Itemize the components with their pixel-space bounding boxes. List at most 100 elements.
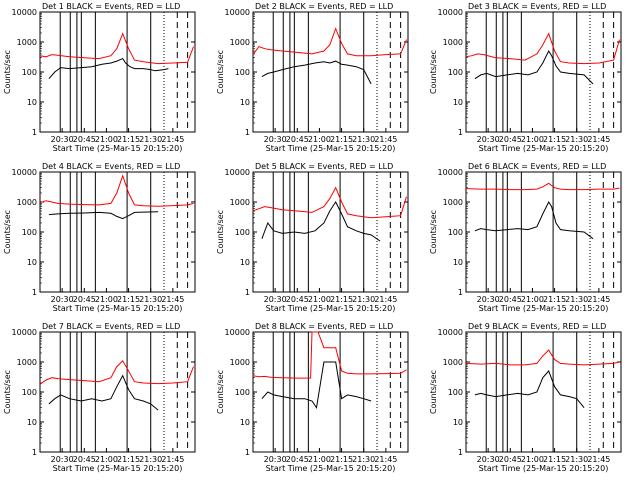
panel-det-5: Det 5 BLACK = Events, RED = LLD 1 10 100 100… (216, 162, 409, 313)
y-tick-label: 10000 (438, 168, 463, 177)
x-tick-label: 20:45 (73, 455, 96, 464)
y-tick-label: 1 (32, 288, 37, 297)
series-events-line (48, 374, 159, 411)
panel-title: Det 4 BLACK = Events, RED = LLD (42, 162, 180, 171)
series-lld-line (252, 27, 407, 57)
x-tick-label: 20:45 (286, 135, 309, 144)
panel-title: Det 9 BLACK = Events, RED = LLD (468, 322, 606, 331)
y-tick-label: 100 (22, 388, 37, 397)
y-axis-label: Counts/sec (216, 50, 225, 94)
x-tick-label: 20:45 (73, 135, 96, 144)
x-tick-label: 21:45 (374, 455, 397, 464)
y-tick-label: 1 (458, 288, 463, 297)
x-tick-label: 20:30 (264, 455, 287, 464)
x-tick-label: 20:45 (73, 295, 96, 304)
x-tick-label: 21:15 (330, 135, 353, 144)
panel-title: Det 8 BLACK = Events, RED = LLD (255, 322, 393, 331)
x-tick-label: 21:15 (117, 295, 140, 304)
x-axis-label: Start Time (25-Mar-15 20:15:20) (266, 304, 396, 313)
x-tick-label: 20:45 (499, 455, 522, 464)
x-tick-label: 20:30 (51, 455, 74, 464)
x-tick-label: 21:30 (352, 295, 375, 304)
x-tick-label: 21:45 (587, 455, 610, 464)
series-events-line (261, 361, 372, 410)
x-tick-label: 21:30 (565, 295, 588, 304)
x-tick-label: 20:30 (264, 295, 287, 304)
x-tick-label: 21:15 (117, 135, 140, 144)
plot-frame (39, 11, 196, 133)
y-tick-label: 1000 (443, 198, 463, 207)
y-tick-label: 10 (453, 258, 463, 267)
x-tick-label: 20:45 (499, 295, 522, 304)
y-tick-label: 100 (235, 228, 250, 237)
x-axis-label: Start Time (25-Mar-15 20:15:20) (53, 144, 183, 153)
x-tick-label: 20:45 (286, 295, 309, 304)
x-tick-label: 21:00 (308, 295, 331, 304)
x-tick-label: 21:45 (587, 295, 610, 304)
x-tick-label: 21:00 (95, 135, 118, 144)
x-tick-label: 21:45 (161, 455, 184, 464)
y-tick-label: 100 (22, 68, 37, 77)
y-axis-label: Counts/sec (429, 370, 438, 414)
x-tick-label: 21:00 (308, 135, 331, 144)
x-tick-label: 20:30 (477, 455, 500, 464)
y-axis-label: Counts/sec (3, 370, 12, 414)
y-tick-label: 1 (458, 448, 463, 457)
x-tick-label: 21:30 (565, 135, 588, 144)
y-axis-label: Counts/sec (3, 50, 12, 94)
series-lld-line (39, 32, 194, 65)
x-tick-label: 21:30 (139, 135, 162, 144)
y-tick-label: 10000 (12, 328, 37, 337)
x-tick-label: 21:00 (308, 455, 331, 464)
x-tick-label: 21:00 (95, 295, 118, 304)
series-events-line (474, 200, 594, 240)
y-tick-label: 100 (448, 228, 463, 237)
x-tick-label: 21:00 (95, 455, 118, 464)
plot-frame (252, 11, 409, 133)
y-tick-label: 1 (245, 288, 250, 297)
plot-frame (39, 331, 196, 453)
x-tick-label: 21:15 (117, 455, 140, 464)
x-tick-label: 21:00 (521, 455, 544, 464)
y-tick-label: 1 (32, 128, 37, 137)
x-tick-label: 21:45 (161, 295, 184, 304)
y-tick-label: 10 (27, 258, 37, 267)
y-tick-label: 10000 (12, 168, 37, 177)
series-lld-line (465, 349, 620, 366)
x-tick-label: 21:30 (352, 135, 375, 144)
y-tick-label: 1 (32, 448, 37, 457)
panel-title: Det 5 BLACK = Events, RED = LLD (255, 162, 393, 171)
x-tick-label: 20:30 (477, 135, 500, 144)
panel-title: Det 3 BLACK = Events, RED = LLD (468, 2, 606, 11)
series-lld-line (465, 182, 620, 191)
y-axis-label: Counts/sec (3, 210, 12, 254)
y-tick-label: 10 (27, 418, 37, 427)
panel-det-6: Det 6 BLACK = Events, RED = LLD 1 10 100 100… (429, 162, 622, 313)
panel-title: Det 7 BLACK = Events, RED = LLD (42, 322, 180, 331)
y-tick-label: 10 (240, 418, 250, 427)
panel-det-9: Det 9 BLACK = Events, RED = LLD 1 10 100 100… (429, 322, 622, 473)
series-events-line (48, 211, 159, 220)
y-axis-label: Counts/sec (216, 210, 225, 254)
x-tick-label: 21:15 (330, 455, 353, 464)
x-tick-label: 21:30 (139, 455, 162, 464)
series-events-line (261, 60, 372, 85)
y-tick-label: 1 (458, 128, 463, 137)
y-tick-label: 100 (235, 388, 250, 397)
series-events-line (474, 370, 585, 409)
x-tick-label: 21:00 (521, 135, 544, 144)
series-lld-line (252, 186, 407, 219)
panel-title: Det 2 BLACK = Events, RED = LLD (255, 2, 393, 11)
y-tick-label: 1000 (230, 358, 250, 367)
x-tick-label: 21:15 (543, 295, 566, 304)
x-tick-label: 21:30 (139, 295, 162, 304)
panel-det-2: Det 2 BLACK = Events, RED = LLD 1 10 100 100… (216, 2, 409, 153)
x-tick-label: 21:00 (521, 295, 544, 304)
series-events-line (48, 57, 169, 80)
y-tick-label: 10000 (438, 8, 463, 17)
plot-frame (465, 171, 622, 293)
panel-det-8: Det 8 BLACK = Events, RED = LLD 1 10 100 100… (216, 322, 409, 473)
y-tick-label: 100 (448, 68, 463, 77)
y-tick-label: 1000 (443, 38, 463, 47)
